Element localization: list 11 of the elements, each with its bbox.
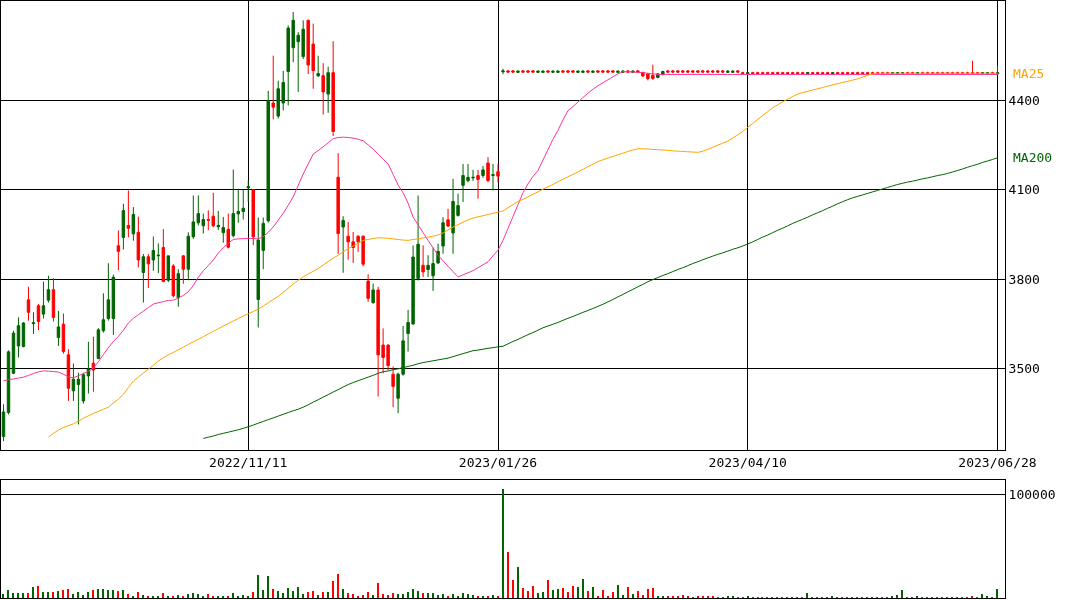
y-tick-label: 100000 <box>1008 486 1056 502</box>
y-tick-label: 3800 <box>1008 271 1040 287</box>
x-tick-label: 2022/11/11 <box>209 454 288 470</box>
x-tick-label: 2023/06/28 <box>958 454 1037 470</box>
y-tick-label: 4400 <box>1008 93 1040 109</box>
series-label: MA25 <box>1013 66 1045 81</box>
y-tick-label: 3500 <box>1008 360 1040 376</box>
y-tick-label: 4100 <box>1008 182 1040 198</box>
series-label: MA200 <box>1013 150 1053 165</box>
x-tick-label: 2023/04/10 <box>708 454 787 470</box>
x-tick-label: 2023/01/26 <box>458 454 538 470</box>
